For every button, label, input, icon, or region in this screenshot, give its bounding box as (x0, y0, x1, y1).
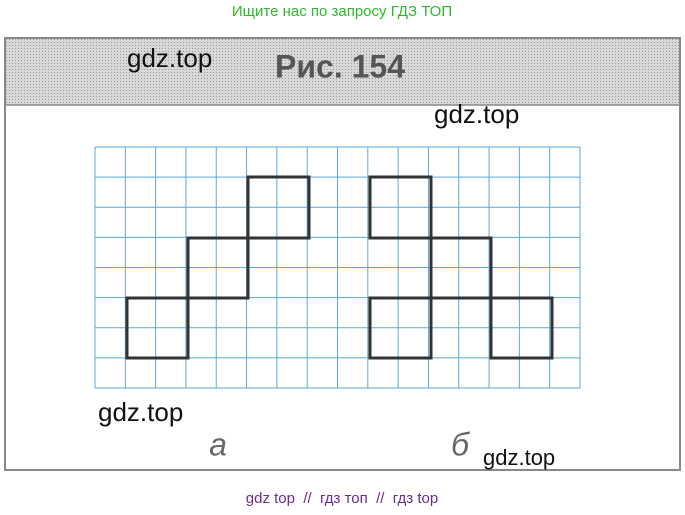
header-band (6, 39, 679, 105)
figure-a (125, 175, 311, 360)
watermark: gdz.top (483, 445, 555, 470)
square (368, 175, 433, 240)
square (125, 296, 190, 360)
square (246, 175, 311, 240)
footer: gdz top // гдз топ // гдз top (246, 490, 438, 507)
label-b: б (451, 426, 470, 462)
watermark: gdz.top (127, 43, 212, 73)
banner: Ищите нас по запросу ГДЗ ТОП (232, 3, 452, 20)
figure-b (368, 175, 554, 360)
square (368, 296, 433, 360)
figure-title: Рис. 154 (275, 48, 405, 84)
frame (4, 37, 681, 471)
watermark: gdz.top (434, 99, 519, 129)
watermark: gdz.top (98, 397, 183, 427)
square (429, 236, 493, 300)
square (489, 296, 554, 360)
square (186, 236, 250, 300)
label-a: а (209, 426, 227, 462)
